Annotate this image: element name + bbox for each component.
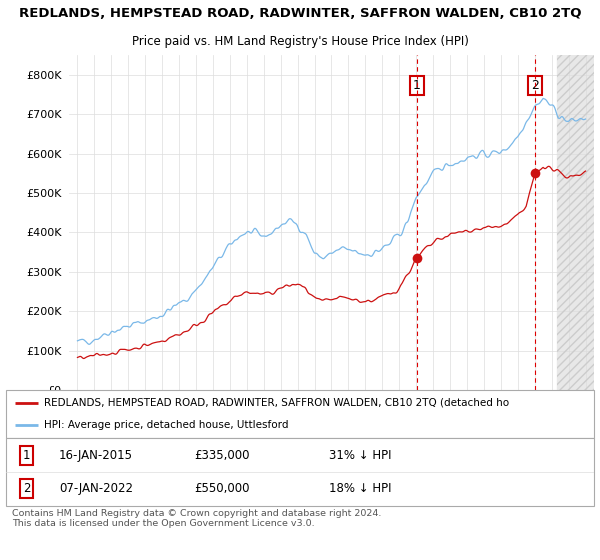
Text: 18% ↓ HPI: 18% ↓ HPI: [329, 482, 392, 495]
Text: 2: 2: [532, 78, 539, 92]
Text: Contains HM Land Registry data © Crown copyright and database right 2024.
This d: Contains HM Land Registry data © Crown c…: [12, 509, 382, 528]
Text: 07-JAN-2022: 07-JAN-2022: [59, 482, 133, 495]
Text: 1: 1: [23, 449, 31, 462]
Text: HPI: Average price, detached house, Uttlesford: HPI: Average price, detached house, Uttl…: [44, 420, 289, 430]
Text: £550,000: £550,000: [194, 482, 250, 495]
Text: £335,000: £335,000: [194, 449, 250, 462]
Text: 1: 1: [413, 78, 421, 92]
Text: REDLANDS, HEMPSTEAD ROAD, RADWINTER, SAFFRON WALDEN, CB10 2TQ: REDLANDS, HEMPSTEAD ROAD, RADWINTER, SAF…: [19, 7, 581, 20]
Text: REDLANDS, HEMPSTEAD ROAD, RADWINTER, SAFFRON WALDEN, CB10 2TQ (detached ho: REDLANDS, HEMPSTEAD ROAD, RADWINTER, SAF…: [44, 398, 509, 408]
Text: 31% ↓ HPI: 31% ↓ HPI: [329, 449, 392, 462]
Bar: [557, 55, 594, 390]
Text: Price paid vs. HM Land Registry's House Price Index (HPI): Price paid vs. HM Land Registry's House …: [131, 35, 469, 48]
Text: 16-JAN-2015: 16-JAN-2015: [59, 449, 133, 462]
Text: 2: 2: [23, 482, 31, 495]
Bar: [557, 55, 594, 390]
